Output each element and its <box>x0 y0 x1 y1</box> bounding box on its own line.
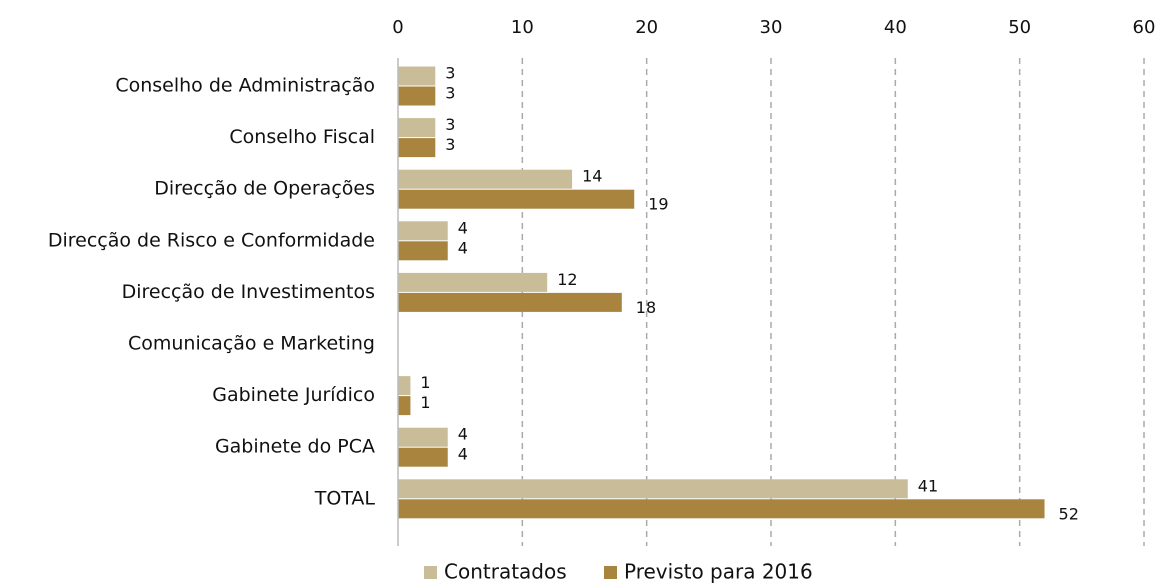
bar <box>398 86 436 106</box>
value-label: 18 <box>636 298 656 317</box>
x-tick-label: 10 <box>511 17 534 38</box>
y-tick-label: Direcção de Operações <box>154 178 375 200</box>
value-label: 1 <box>420 393 430 412</box>
bar <box>398 66 436 86</box>
value-label: 3 <box>445 84 455 103</box>
bar <box>398 272 548 292</box>
x-tick-label: 50 <box>1008 17 1031 38</box>
value-label: 3 <box>445 115 455 134</box>
bar <box>398 118 436 138</box>
y-tick-label: Direcção de Risco e Conformidade <box>48 229 375 251</box>
bar <box>398 169 573 189</box>
bar <box>398 376 411 396</box>
legend-label: Previsto para 2016 <box>624 560 813 584</box>
bar <box>398 499 1045 519</box>
value-label: 14 <box>582 167 602 186</box>
value-label: 12 <box>557 270 577 289</box>
value-label: 4 <box>458 238 468 257</box>
value-label: 4 <box>458 425 468 444</box>
value-label: 3 <box>445 64 455 83</box>
y-tick-label: Comunicação e Marketing <box>128 333 375 355</box>
legend-label: Contratados <box>444 560 567 584</box>
bar <box>398 221 448 241</box>
value-label: 19 <box>648 195 668 214</box>
bar <box>398 396 411 416</box>
bar <box>398 241 448 261</box>
x-tick-label: 20 <box>635 17 658 38</box>
y-tick-label: Conselho Fiscal <box>229 126 375 148</box>
value-label: 1 <box>420 373 430 392</box>
legend-swatch <box>424 566 437 579</box>
bar <box>398 138 436 158</box>
y-tick-label: Direcção de Investimentos <box>122 281 375 303</box>
value-label: 41 <box>918 476 938 495</box>
value-label: 4 <box>458 445 468 464</box>
x-tick-label: 0 <box>392 17 403 38</box>
bar <box>398 479 908 499</box>
y-tick-label: Gabinete do PCA <box>215 436 375 458</box>
bar <box>398 189 635 209</box>
y-tick-label: Conselho de Administração <box>115 75 375 97</box>
bar <box>398 447 448 467</box>
value-label: 3 <box>445 135 455 154</box>
value-label: 52 <box>1059 504 1079 523</box>
value-label: 4 <box>458 218 468 237</box>
x-tick-label: 40 <box>884 17 907 38</box>
y-tick-label: TOTAL <box>314 487 376 509</box>
bar <box>398 292 622 312</box>
x-tick-label: 60 <box>1133 17 1156 38</box>
bar <box>398 427 448 447</box>
legend-swatch <box>604 566 617 579</box>
x-tick-label: 30 <box>760 17 783 38</box>
y-tick-label: Gabinete Jurídico <box>212 384 375 406</box>
